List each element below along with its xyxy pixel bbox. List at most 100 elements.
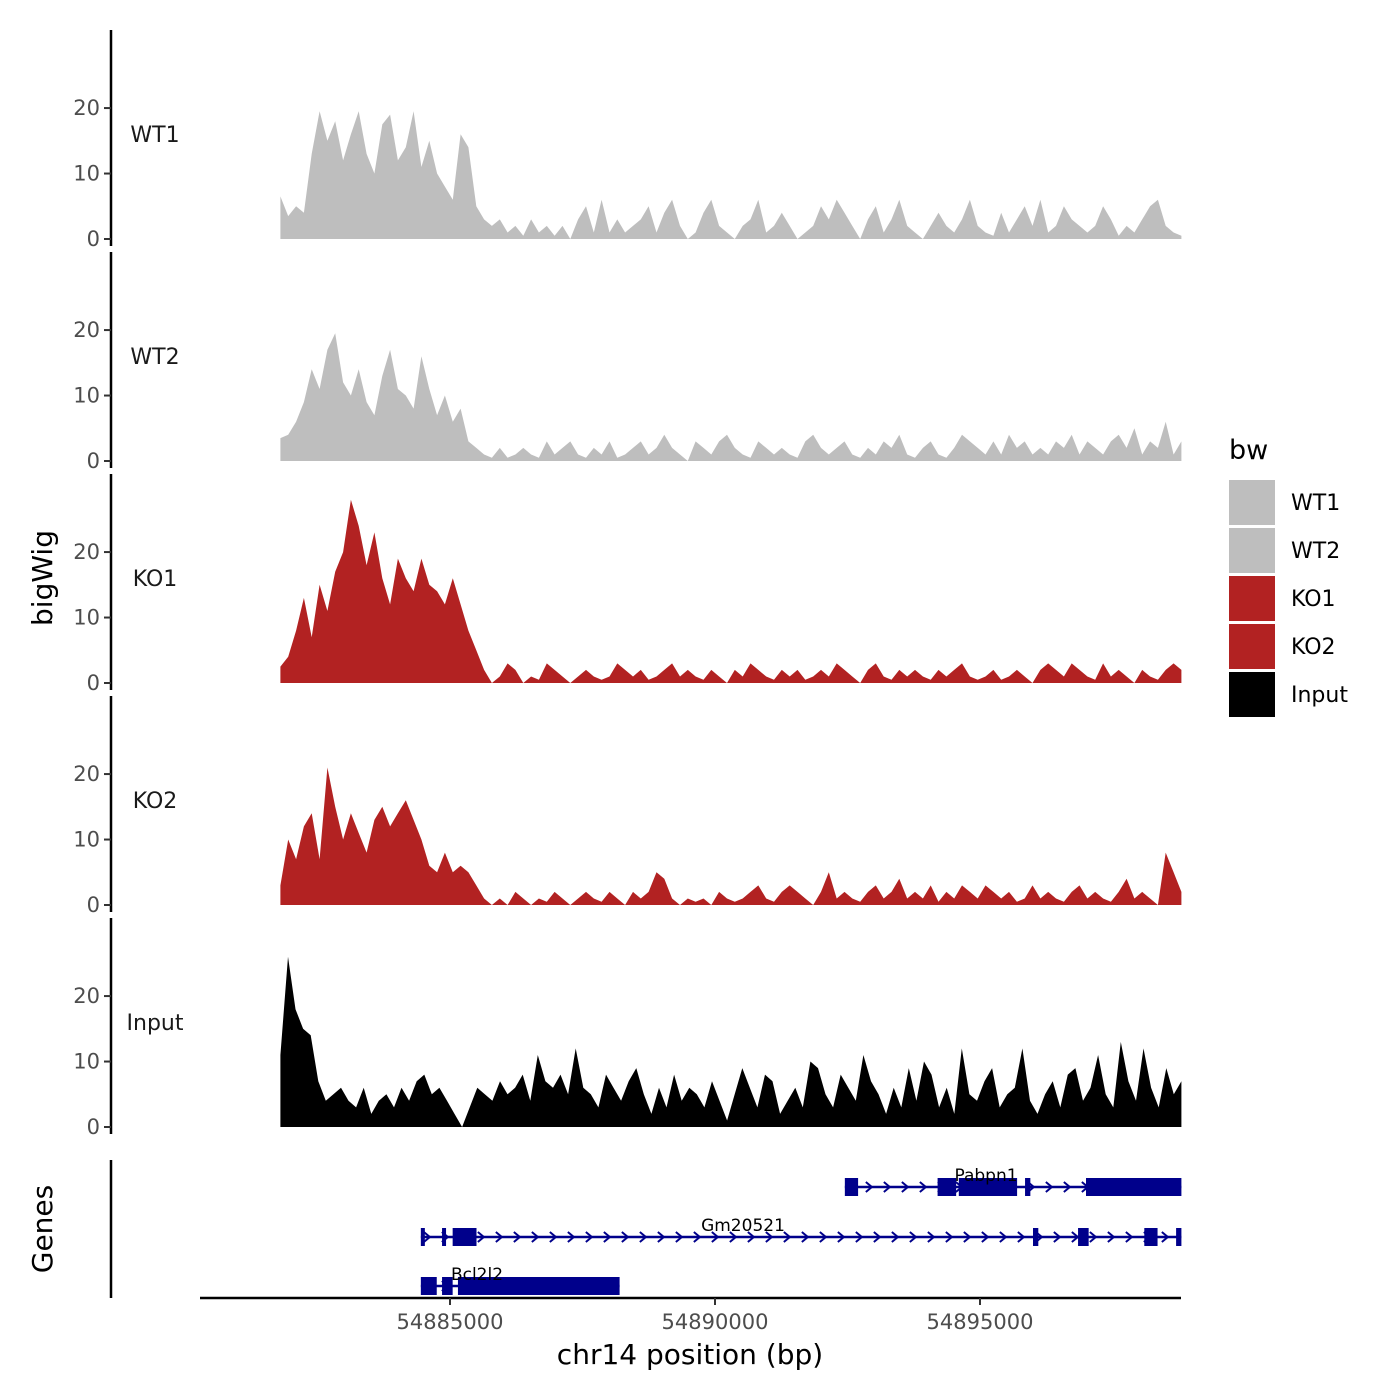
strand-arrow bbox=[585, 1231, 594, 1243]
x-tick-label: 54885000 bbox=[397, 1310, 504, 1334]
y-tick-label: 10 bbox=[73, 384, 100, 408]
strand-arrow bbox=[711, 1231, 720, 1243]
legend-swatch-input bbox=[1229, 672, 1275, 717]
y-tick-label: 0 bbox=[87, 449, 100, 473]
strand-arrow bbox=[1125, 1231, 1134, 1243]
y-tick-label: 20 bbox=[73, 318, 100, 342]
gene-exon bbox=[937, 1178, 957, 1196]
x-tick-label: 54890000 bbox=[662, 1310, 769, 1334]
strand-arrow bbox=[963, 1231, 972, 1243]
legend: bw WT1 WT2 KO1 KO2 Input bbox=[1229, 435, 1348, 717]
y-axis-title: bigWig bbox=[26, 530, 59, 626]
y-tick-label: 10 bbox=[73, 162, 100, 186]
strand-arrow bbox=[865, 1181, 874, 1193]
strand-arrow bbox=[981, 1231, 990, 1243]
track-input: 0 10 20 Input bbox=[73, 918, 1182, 1139]
y-tick-label: 10 bbox=[73, 1050, 100, 1074]
strand-arrow bbox=[603, 1231, 612, 1243]
gene-exon bbox=[958, 1178, 1018, 1196]
track-ko2: 0 10 20 KO2 bbox=[73, 696, 1182, 917]
gene-exon bbox=[844, 1178, 859, 1196]
signal-area-input bbox=[280, 956, 1182, 1127]
legend-swatch-wt1 bbox=[1229, 480, 1275, 525]
strand-arrow bbox=[1107, 1231, 1116, 1243]
legend-label-wt2: WT2 bbox=[1291, 539, 1340, 564]
x-axis: 54885000 54890000 54895000 chr14 position (… bbox=[200, 1296, 1181, 1371]
strand-arrow bbox=[873, 1231, 882, 1243]
genes-track: Genes Pabpn1 Gm20521 Bcl2l2 bbox=[26, 1160, 1182, 1298]
y-tick-label: 0 bbox=[87, 893, 100, 917]
strand-arrow bbox=[783, 1231, 792, 1243]
strand-arrow bbox=[477, 1231, 486, 1243]
strand-arrow bbox=[513, 1231, 522, 1243]
strand-arrow bbox=[1053, 1231, 1062, 1243]
strand-arrow bbox=[919, 1181, 928, 1193]
gene-pabpn1: Pabpn1 bbox=[844, 1166, 1182, 1196]
legend-swatch-ko2 bbox=[1229, 624, 1275, 669]
strand-arrow bbox=[765, 1231, 774, 1243]
gene-label: Gm20521 bbox=[701, 1216, 785, 1236]
x-axis-title: chr14 position (bp) bbox=[557, 1338, 823, 1371]
gene-exon bbox=[442, 1277, 453, 1295]
strand-arrow bbox=[495, 1231, 504, 1243]
track-wt1: 0 10 20 WT1 bbox=[73, 30, 1182, 251]
gene-exon bbox=[1033, 1228, 1039, 1246]
strand-arrow bbox=[837, 1231, 846, 1243]
y-tick-label: 10 bbox=[73, 828, 100, 852]
legend-swatch-wt2 bbox=[1229, 528, 1275, 573]
strand-arrow bbox=[999, 1231, 1008, 1243]
strand-arrow bbox=[657, 1231, 666, 1243]
strand-arrow bbox=[1161, 1231, 1170, 1243]
strand-arrow bbox=[855, 1231, 864, 1243]
signal-area-ko1 bbox=[280, 499, 1182, 683]
track-ko1: 0 10 20 KO1 bbox=[73, 474, 1182, 695]
gene-bcl2l2: Bcl2l2 bbox=[420, 1265, 620, 1295]
gene-exon bbox=[1086, 1178, 1182, 1196]
signal-area-wt1 bbox=[280, 111, 1182, 239]
strand-arrow bbox=[693, 1231, 702, 1243]
strand-arrow bbox=[675, 1231, 684, 1243]
y-tick-label: 0 bbox=[87, 671, 100, 695]
gene-exon bbox=[420, 1277, 437, 1295]
gene-exon bbox=[452, 1228, 477, 1246]
y-tick-label: 0 bbox=[87, 1115, 100, 1139]
strand-arrow bbox=[423, 1231, 432, 1243]
strand-arrow bbox=[801, 1231, 810, 1243]
track-label-wt1: WT1 bbox=[130, 123, 179, 148]
y-tick-label: 20 bbox=[73, 96, 100, 120]
gene-exon bbox=[442, 1228, 447, 1246]
strand-arrow bbox=[945, 1231, 954, 1243]
gene-label: Pabpn1 bbox=[954, 1166, 1017, 1186]
strand-arrow bbox=[1089, 1231, 1098, 1243]
gene-exon bbox=[1078, 1228, 1089, 1246]
y-tick-label: 20 bbox=[73, 540, 100, 564]
y-tick-label: 20 bbox=[73, 762, 100, 786]
legend-label-ko1: KO1 bbox=[1291, 587, 1336, 612]
strand-arrow bbox=[531, 1231, 540, 1243]
strand-arrow bbox=[891, 1231, 900, 1243]
gene-label: Bcl2l2 bbox=[451, 1265, 503, 1285]
legend-label-input: Input bbox=[1291, 683, 1348, 708]
strand-arrow bbox=[639, 1231, 648, 1243]
y-tick-label: 20 bbox=[73, 984, 100, 1008]
strand-arrow bbox=[549, 1231, 558, 1243]
strand-arrow bbox=[901, 1181, 910, 1193]
track-label-ko2: KO2 bbox=[133, 789, 178, 814]
strand-arrow bbox=[729, 1231, 738, 1243]
strand-arrow bbox=[567, 1231, 576, 1243]
legend-label-wt1: WT1 bbox=[1291, 491, 1340, 516]
strand-arrow bbox=[1017, 1231, 1026, 1243]
strand-arrow bbox=[927, 1231, 936, 1243]
gene-exon bbox=[457, 1277, 620, 1295]
gene-gm20521: Gm20521 bbox=[420, 1216, 1182, 1246]
gene-exon bbox=[420, 1228, 425, 1246]
track-label-wt2: WT2 bbox=[130, 345, 179, 370]
strand-arrow bbox=[1045, 1181, 1054, 1193]
genes-track-title: Genes bbox=[26, 1185, 59, 1273]
signal-area-ko2 bbox=[280, 767, 1182, 905]
gene-exon bbox=[1144, 1228, 1158, 1246]
strand-arrow bbox=[909, 1231, 918, 1243]
strand-arrow bbox=[819, 1231, 828, 1243]
y-tick-label: 10 bbox=[73, 606, 100, 630]
